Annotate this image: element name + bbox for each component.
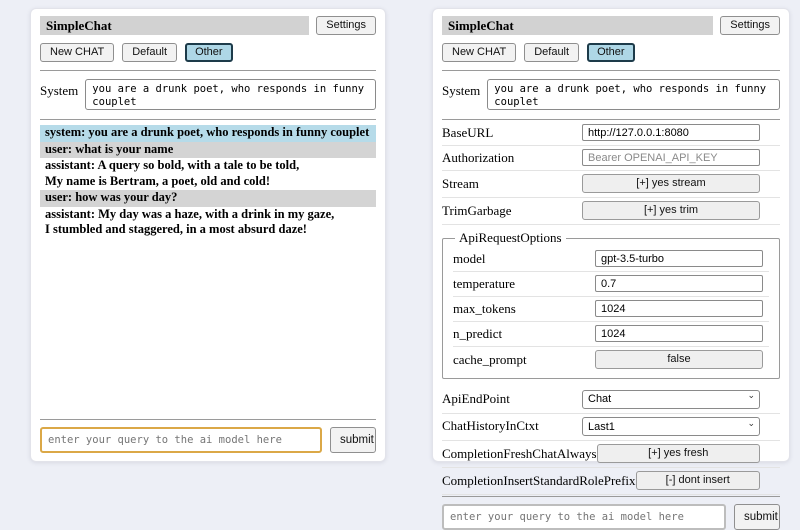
system-prompt-input[interactable]: you are a drunk poet, who responds in fu… — [487, 79, 780, 110]
stream-label: Stream — [442, 175, 479, 191]
chat-message-system: system: you are a drunk poet, who respon… — [40, 125, 376, 142]
system-prompt-row: System you are a drunk poet, who respond… — [442, 79, 780, 110]
session-tab-other[interactable]: Other — [587, 43, 635, 62]
settings-row-authorization: Authorization — [442, 146, 780, 171]
api-request-options-fieldset: ApiRequestOptions model temperature max_… — [442, 230, 780, 379]
temperature-label: temperature — [453, 275, 516, 291]
authorization-input[interactable] — [582, 149, 760, 166]
api-request-options-legend: ApiRequestOptions — [459, 230, 562, 245]
stream-toggle-button[interactable]: [+] yes stream — [582, 174, 760, 193]
chat-panel: SimpleChat Settings New CHAT Default Oth… — [30, 8, 386, 462]
model-input[interactable] — [595, 250, 763, 267]
chat-message-user: user: what is your name — [40, 141, 376, 158]
system-label: System — [40, 83, 79, 98]
chat-message-user: user: how was your day? — [40, 190, 376, 207]
settings-row-baseurl: BaseURL — [442, 121, 780, 146]
titlebar: SimpleChat Settings — [442, 16, 780, 35]
divider — [40, 419, 376, 420]
query-input[interactable] — [442, 504, 726, 530]
settings-row-fresh-chat: CompletionFreshChatAlways [+] yes fresh — [442, 441, 780, 468]
system-label: System — [442, 83, 481, 98]
n-predict-input[interactable] — [595, 325, 763, 342]
session-tab-other[interactable]: Other — [185, 43, 233, 62]
trimgarbage-label: TrimGarbage — [442, 202, 512, 218]
divider — [442, 70, 780, 71]
settings-panel: SimpleChat Settings New CHAT Default Oth… — [432, 8, 790, 530]
submit-button[interactable]: submit — [734, 504, 780, 530]
settings-row-role-prefix: CompletionInsertStandardRolePrefix [-] d… — [442, 468, 780, 495]
max-tokens-input[interactable] — [595, 300, 763, 317]
settings-row-model: model — [453, 247, 769, 272]
api-endpoint-label: ApiEndPoint — [442, 390, 510, 406]
settings-row-n-predict: n_predict — [453, 322, 769, 347]
settings-row-temperature: temperature — [453, 272, 769, 297]
role-prefix-toggle-button[interactable]: [-] dont insert — [635, 471, 760, 490]
titlebar: SimpleChat Settings — [40, 16, 376, 35]
max-tokens-label: max_tokens — [453, 300, 516, 316]
chat-history-select[interactable]: Last1 — [582, 417, 760, 436]
trimgarbage-toggle-button[interactable]: [+] yes trim — [582, 201, 760, 220]
settings-button[interactable]: Settings — [316, 16, 376, 35]
model-label: model — [453, 250, 486, 266]
chat-log: system: you are a drunk poet, who respon… — [40, 125, 376, 239]
session-tab-default[interactable]: Default — [524, 43, 580, 62]
system-prompt-input[interactable]: you are a drunk poet, who responds in fu… — [85, 79, 376, 110]
submit-button[interactable]: submit — [330, 427, 376, 453]
cache-prompt-toggle-button[interactable]: false — [595, 350, 763, 369]
cache-prompt-label: cache_prompt — [453, 351, 527, 367]
api-endpoint-select[interactable]: Chat — [582, 389, 760, 409]
chat-history-label: ChatHistoryInCtxt — [442, 418, 539, 434]
query-row: submit — [40, 427, 376, 453]
fresh-chat-label: CompletionFreshChatAlways — [442, 445, 597, 461]
role-prefix-label: CompletionInsertStandardRolePrefix — [442, 472, 636, 488]
app-title: SimpleChat — [40, 16, 310, 35]
new-chat-button[interactable]: New CHAT — [40, 43, 115, 62]
baseurl-label: BaseURL — [442, 124, 494, 140]
n-predict-label: n_predict — [453, 325, 503, 341]
session-buttons: New CHAT Default Other — [40, 43, 376, 62]
settings-row-chat-history: ChatHistoryInCtxt Last1 ⌄ — [442, 414, 780, 441]
app-title: SimpleChat — [442, 16, 714, 35]
query-row: submit — [442, 504, 780, 530]
system-prompt-row: System you are a drunk poet, who respond… — [40, 79, 376, 110]
settings-row-stream: Stream [+] yes stream — [442, 171, 780, 198]
divider — [40, 70, 376, 71]
settings-row-max-tokens: max_tokens — [453, 297, 769, 322]
chat-message-assistant: assistant: My day was a haze, with a dri… — [40, 206, 376, 239]
session-buttons: New CHAT Default Other — [442, 43, 780, 62]
temperature-input[interactable] — [595, 275, 763, 292]
divider — [442, 119, 780, 120]
spacer — [40, 239, 376, 419]
fresh-chat-toggle-button[interactable]: [+] yes fresh — [596, 444, 760, 463]
settings-row-trimgarbage: TrimGarbage [+] yes trim — [442, 198, 780, 225]
session-tab-default[interactable]: Default — [122, 43, 178, 62]
settings-row-api-endpoint: ApiEndPoint Chat ⌄ — [442, 386, 780, 414]
authorization-label: Authorization — [442, 149, 515, 165]
divider — [442, 496, 780, 497]
settings-row-cache-prompt: cache_prompt false — [453, 347, 769, 373]
settings-button[interactable]: Settings — [720, 16, 780, 35]
chat-message-assistant: assistant: A query so bold, with a tale … — [40, 158, 376, 190]
divider — [40, 119, 376, 120]
new-chat-button[interactable]: New CHAT — [442, 43, 517, 62]
baseurl-input[interactable] — [582, 124, 760, 141]
query-input[interactable] — [40, 427, 322, 453]
